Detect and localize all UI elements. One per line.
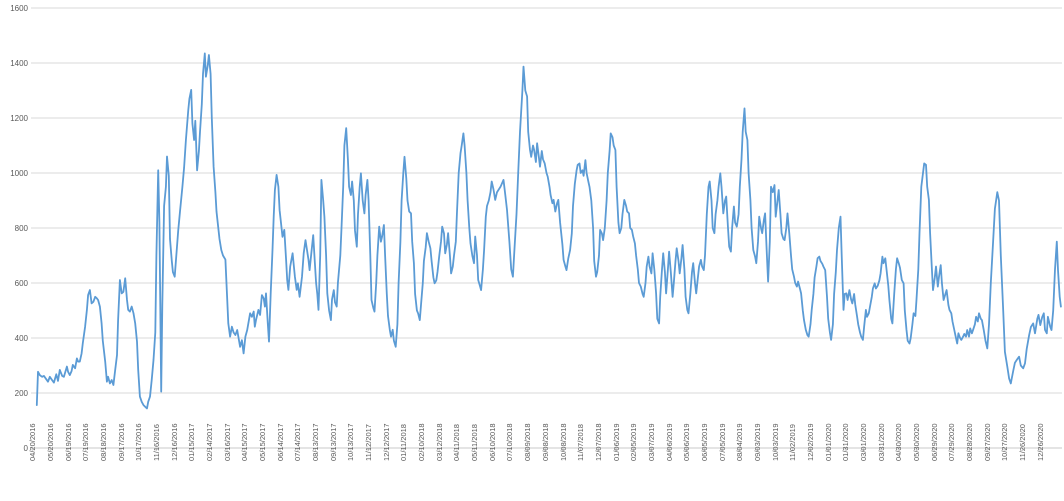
- x-axis-tick-label: 10/03/2019: [770, 423, 780, 461]
- x-axis-tick-label: 12/16/2016: [169, 423, 179, 461]
- x-axis-tick-label: 07/10/2018: [505, 423, 515, 461]
- x-axis-tick-label: 11/07/2018: [576, 424, 586, 461]
- x-axis-tick-label: 07/05/2019: [717, 423, 727, 461]
- x-axis-tick-label: 01/11/2018: [399, 424, 409, 461]
- x-axis-tick-label: 05/30/2020: [912, 423, 922, 461]
- y-axis-tick-label: 1200: [10, 113, 28, 123]
- x-axis-tick-label: 03/16/2017: [222, 423, 232, 461]
- y-axis-tick-label: 800: [14, 223, 28, 233]
- x-axis-tick-label: 04/30/2020: [894, 423, 904, 461]
- x-axis-tick-label: 09/08/2018: [540, 423, 550, 461]
- x-axis-tick-label: 04/15/2017: [240, 423, 250, 461]
- x-axis-tick-label: 06/29/2020: [929, 423, 939, 461]
- x-axis-tick-label: 02/05/2019: [629, 423, 639, 461]
- x-axis-tick-label: 01/15/2017: [187, 423, 197, 461]
- x-axis-tick-label: 08/13/2017: [311, 423, 321, 461]
- y-axis-tick-label: 1600: [10, 3, 28, 13]
- x-axis-tick-label: 04/06/2019: [664, 423, 674, 461]
- y-axis-tick-label: 0: [23, 443, 28, 453]
- y-axis-tick-label: 600: [14, 278, 28, 288]
- x-axis-tick-label: 06/10/2018: [487, 423, 497, 461]
- x-axis-tick-label: 11/02/2019: [788, 424, 798, 461]
- x-axis-tick-label: 12/07/2018: [593, 423, 603, 461]
- x-axis-tick-label: 08/18/2016: [98, 423, 108, 461]
- series-line: [35, 52, 1062, 410]
- x-axis-tick-label: 01/06/2019: [611, 423, 621, 461]
- x-axis-tick-label: 03/12/2018: [434, 423, 444, 461]
- y-axis-tick-label: 200: [14, 388, 28, 398]
- x-axis-tick-label: 01/31/2020: [841, 423, 851, 461]
- x-axis-tick-label: 08/09/2018: [523, 423, 533, 461]
- x-axis-tick-label: 05/06/2019: [682, 423, 692, 461]
- x-axis-tick-label: 11/12/2017: [364, 424, 374, 461]
- x-axis-tick-label: 02/10/2018: [417, 423, 427, 461]
- x-axis-tick-label: 03/07/2019: [646, 423, 656, 461]
- x-axis-tick-label: 11/26/2020: [1018, 424, 1028, 461]
- x-axis-tick-label: 09/17/2016: [116, 423, 126, 461]
- x-axis-tick-label: 12/12/2017: [381, 423, 391, 461]
- x-axis-tick-label: 05/20/2016: [45, 423, 55, 461]
- x-axis-tick-label: 05/15/2017: [257, 423, 267, 461]
- x-axis-tick-label: 05/11/2018: [470, 424, 480, 461]
- x-axis-tick-label: 07/19/2016: [81, 423, 91, 461]
- x-axis-tick-label: 10/27/2020: [1000, 423, 1010, 461]
- x-axis-tick-label: 03/31/2020: [876, 423, 886, 461]
- x-axis-tick-label: 09/27/2020: [982, 423, 992, 461]
- y-axis-tick-label: 1400: [10, 58, 28, 68]
- y-axis-tick-label: 400: [14, 333, 28, 343]
- x-axis-tick-label: 07/29/2020: [947, 423, 957, 461]
- x-axis-tick-label: 10/13/2017: [346, 423, 356, 461]
- x-axis-tick-label: 09/13/2017: [328, 423, 338, 461]
- x-axis-tick-label: 12/26/2020: [1035, 423, 1045, 461]
- x-axis-tick-label: 06/14/2017: [275, 423, 285, 461]
- x-axis-tick-label: 10/17/2016: [134, 423, 144, 461]
- x-axis-tick-label: 06/05/2019: [699, 423, 709, 461]
- x-axis-tick-label: 03/01/2020: [859, 423, 868, 461]
- x-axis-tick-label: 11/16/2016: [151, 424, 161, 461]
- x-axis-tick-label: 08/04/2019: [735, 423, 745, 461]
- x-axis-tick-label: 04/11/2018: [452, 424, 462, 461]
- x-axis-tick-label: 06/19/2016: [63, 423, 73, 461]
- x-axis-tick-label: 04/20/2016: [28, 423, 38, 461]
- x-axis-tick-label: 08/28/2020: [965, 423, 975, 461]
- x-axis-tick-label: 10/08/2018: [558, 423, 568, 461]
- x-axis-tick-label: 07/14/2017: [293, 423, 303, 461]
- x-axis-tick-label: 09/03/2019: [752, 423, 762, 461]
- x-axis-tick-label: 01/01/2020: [823, 423, 833, 461]
- y-axis-tick-label: 1000: [10, 168, 28, 178]
- x-axis-tick-label: 12/02/2019: [805, 423, 815, 461]
- x-axis-tick-label: 02/14/2017: [204, 423, 214, 461]
